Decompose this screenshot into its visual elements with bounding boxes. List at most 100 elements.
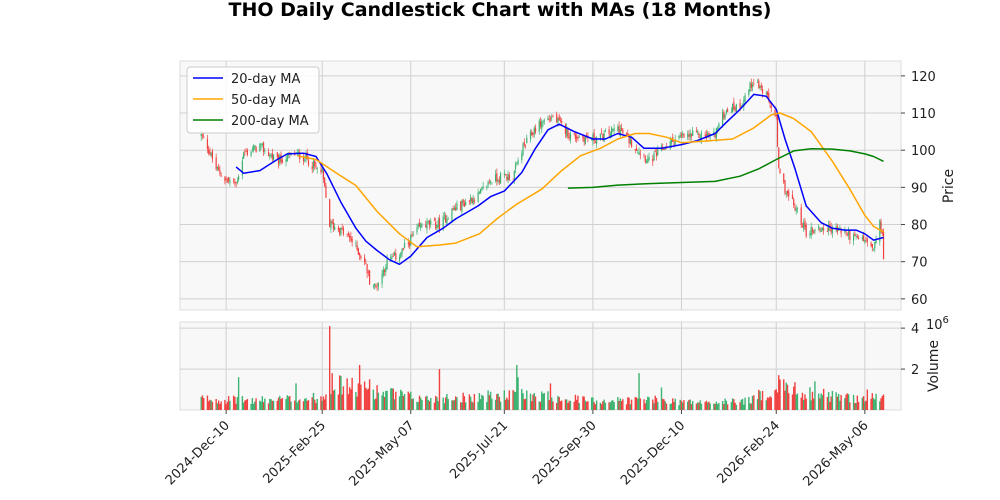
volume-bar bbox=[759, 391, 761, 410]
volume-bar bbox=[556, 402, 558, 410]
volume-bar bbox=[487, 390, 489, 410]
candle-body bbox=[599, 133, 601, 139]
volume-bar bbox=[227, 396, 230, 410]
candle-body bbox=[276, 152, 278, 158]
volume-bar bbox=[411, 399, 413, 410]
volume-bar bbox=[481, 394, 483, 410]
candle-body bbox=[828, 223, 830, 231]
volume-bar bbox=[416, 401, 418, 410]
volume-bar bbox=[234, 396, 236, 410]
candle-body bbox=[744, 95, 746, 101]
volume-bar bbox=[612, 400, 614, 410]
volume-bar bbox=[267, 403, 270, 410]
candle-body bbox=[803, 222, 805, 229]
volume-bar bbox=[456, 397, 458, 410]
candle-body bbox=[569, 133, 572, 140]
volume-bar bbox=[523, 399, 525, 410]
candle-body bbox=[382, 269, 384, 276]
volume-bar bbox=[549, 383, 552, 410]
candle-body bbox=[307, 160, 310, 165]
candle-body bbox=[714, 133, 716, 138]
candle-body bbox=[811, 229, 814, 232]
volume-bar bbox=[471, 401, 473, 410]
candle-body bbox=[718, 123, 720, 128]
volume-bar bbox=[688, 399, 690, 410]
candle-body bbox=[373, 283, 376, 286]
date-tick-labels: 2024-Dec-10 2025-Feb-25 2025-May-07 2025-Ju… bbox=[163, 410, 872, 489]
candle-body bbox=[874, 241, 876, 249]
volume-bar bbox=[289, 395, 291, 410]
volume-bar bbox=[494, 399, 497, 410]
candle-body bbox=[462, 199, 464, 203]
candle-body bbox=[566, 127, 568, 136]
candle-body bbox=[390, 256, 392, 261]
candle-body bbox=[532, 133, 534, 135]
candle-body bbox=[604, 131, 606, 133]
volume-bar bbox=[210, 400, 212, 410]
candle-body bbox=[844, 230, 846, 232]
volume-bar bbox=[795, 394, 797, 410]
volume-bar bbox=[862, 396, 865, 410]
candle-body bbox=[392, 256, 394, 257]
volume-bar bbox=[699, 400, 701, 410]
price-tick-label: 80 bbox=[911, 219, 928, 234]
candle-body bbox=[612, 129, 614, 130]
candle-body bbox=[299, 151, 301, 160]
volume-bar bbox=[417, 402, 419, 410]
candle-body bbox=[861, 237, 863, 240]
candle-body bbox=[330, 221, 332, 229]
candle-body bbox=[733, 101, 735, 110]
candle-body bbox=[582, 135, 584, 138]
candle-body bbox=[491, 182, 493, 184]
volume-bar bbox=[296, 402, 298, 410]
volume-bar bbox=[812, 398, 815, 410]
volume-bar bbox=[321, 400, 323, 410]
legend-label: 200-day MA bbox=[231, 114, 309, 129]
volume-bar bbox=[512, 390, 514, 410]
candle-body bbox=[418, 222, 421, 227]
candle-body bbox=[663, 149, 665, 151]
volume-bar bbox=[837, 393, 840, 410]
volume-bar bbox=[539, 401, 542, 410]
candle-body bbox=[723, 111, 725, 119]
volume-bar bbox=[398, 396, 401, 410]
volume-bar bbox=[573, 401, 575, 410]
candle-body bbox=[508, 174, 510, 181]
volume-bar bbox=[604, 402, 607, 410]
date-tick-label: 2025-Jul-21 bbox=[447, 418, 511, 482]
volume-bar bbox=[849, 402, 851, 410]
volume-bar bbox=[302, 401, 305, 410]
volume-bar bbox=[647, 396, 649, 410]
volume-bar bbox=[420, 397, 422, 410]
volume-bar bbox=[529, 393, 532, 410]
candle-body bbox=[687, 133, 689, 137]
candle-body bbox=[549, 118, 552, 120]
candle-body bbox=[567, 127, 569, 138]
volume-bar bbox=[822, 388, 825, 410]
volume-bar bbox=[295, 383, 297, 410]
candle-body bbox=[620, 128, 623, 131]
candle-body bbox=[487, 181, 489, 186]
volume-bar bbox=[558, 397, 560, 410]
volume-bar bbox=[769, 396, 771, 410]
legend: 20-day MA 50-day MA 200-day MA bbox=[186, 66, 320, 134]
price-tick-labels: 60 70 80 90 100 110 120 bbox=[901, 70, 936, 308]
candle-body bbox=[346, 233, 348, 235]
volume-bar bbox=[779, 379, 781, 410]
candle-body bbox=[821, 227, 824, 231]
volume-bar bbox=[706, 402, 709, 410]
candle-body bbox=[312, 161, 315, 169]
volume-bar bbox=[577, 395, 579, 410]
candle-body bbox=[398, 256, 401, 261]
volume-bar bbox=[617, 397, 619, 410]
volume-bar bbox=[386, 390, 388, 410]
volume-bar bbox=[328, 326, 331, 410]
volume-bar bbox=[587, 401, 589, 410]
date-tick-label: 2026-Feb-24 bbox=[714, 418, 783, 487]
candle-body bbox=[451, 208, 453, 221]
volume-bar bbox=[595, 400, 598, 410]
candle-body bbox=[305, 153, 307, 160]
candle-body bbox=[756, 82, 759, 84]
candle-body bbox=[503, 173, 505, 175]
candle-body bbox=[334, 226, 336, 231]
